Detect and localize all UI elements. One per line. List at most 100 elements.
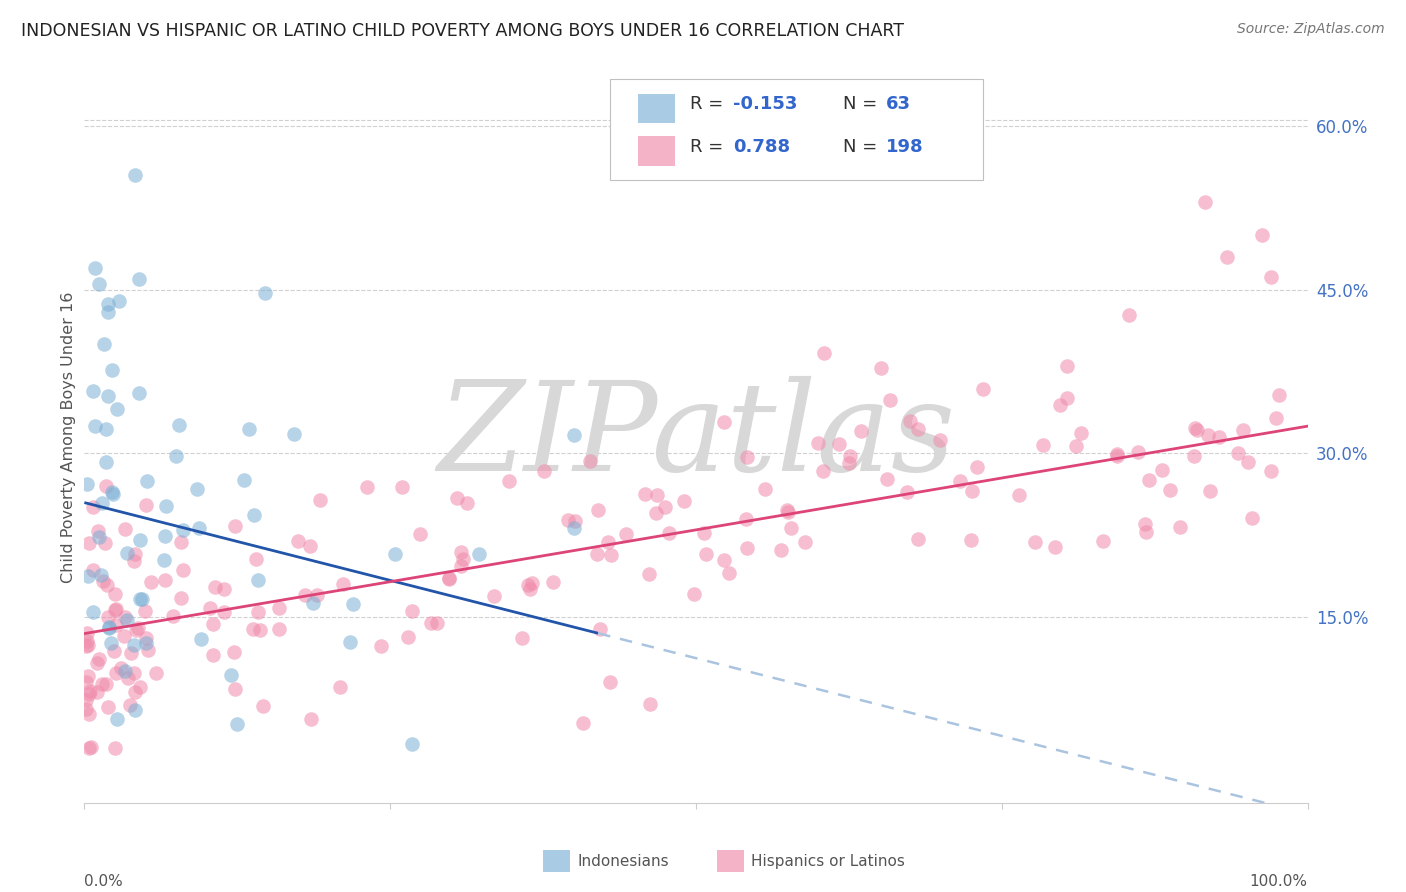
Point: [1133, 516, 1156, 531]
Point: [450, 545, 472, 559]
Point: [224, 519, 246, 533]
Point: [647, 488, 669, 502]
Text: 0.0%: 0.0%: [84, 874, 124, 888]
Point: [124, 547, 146, 561]
Point: [155, 528, 177, 542]
Point: [90, 676, 112, 690]
Point: [960, 533, 983, 547]
Point: [124, 554, 146, 568]
Point: [1260, 464, 1282, 478]
Point: [637, 567, 659, 582]
Point: [1092, 533, 1115, 548]
Point: [214, 582, 236, 596]
Point: [562, 520, 585, 534]
Point: [75, 693, 97, 707]
Point: [190, 632, 212, 646]
Point: [1264, 411, 1286, 425]
Point: [105, 617, 128, 632]
Point: [226, 717, 249, 731]
Point: [105, 601, 128, 615]
Point: [75, 674, 97, 689]
Point: [117, 546, 139, 560]
Point: [498, 475, 520, 489]
Point: [811, 464, 834, 478]
Point: [97, 389, 120, 403]
Point: [82, 606, 104, 620]
Point: [124, 168, 146, 182]
Point: [302, 596, 325, 610]
Text: N =: N =: [842, 137, 883, 156]
Point: [125, 624, 148, 638]
Point: [135, 636, 157, 650]
Point: [202, 648, 225, 662]
Text: -0.153: -0.153: [733, 95, 797, 112]
Point: [86, 684, 108, 698]
Point: [370, 640, 392, 654]
Point: [1056, 359, 1078, 373]
Point: [439, 572, 461, 586]
Point: [1137, 473, 1160, 487]
Point: [97, 296, 120, 310]
Point: [1032, 438, 1054, 452]
Point: [638, 697, 661, 711]
Point: [172, 523, 194, 537]
Point: [128, 591, 150, 606]
Point: [97, 610, 120, 624]
Point: [562, 427, 585, 442]
Point: [79, 706, 101, 721]
Point: [115, 613, 138, 627]
Point: [105, 713, 128, 727]
Text: N =: N =: [842, 95, 883, 112]
Point: [84, 419, 107, 434]
Point: [1182, 449, 1205, 463]
Point: [165, 449, 187, 463]
Point: [87, 524, 110, 538]
Point: [283, 426, 305, 441]
Point: [104, 587, 127, 601]
Point: [683, 587, 706, 601]
Point: [75, 640, 97, 654]
Point: [219, 667, 242, 681]
Point: [101, 363, 124, 377]
Bar: [717, 850, 744, 872]
Point: [1216, 250, 1239, 264]
Point: [520, 576, 543, 591]
Point: [876, 472, 898, 486]
Point: [1168, 520, 1191, 534]
Point: [76, 634, 98, 648]
Point: [1105, 447, 1128, 461]
Point: [249, 623, 271, 637]
Point: [90, 567, 112, 582]
FancyBboxPatch shape: [610, 79, 983, 179]
Point: [188, 521, 211, 535]
Point: [267, 622, 290, 636]
Point: [599, 549, 621, 563]
Point: [86, 656, 108, 670]
Point: [966, 459, 988, 474]
Point: [409, 527, 432, 541]
Text: Source: ZipAtlas.com: Source: ZipAtlas.com: [1237, 22, 1385, 37]
Point: [104, 741, 127, 756]
Point: [693, 525, 716, 540]
Point: [391, 480, 413, 494]
Point: [585, 548, 607, 562]
Point: [204, 580, 226, 594]
Point: [879, 393, 901, 408]
Point: [1199, 484, 1222, 499]
Point: [614, 526, 637, 541]
Point: [153, 573, 176, 587]
Point: [246, 605, 269, 619]
Point: [134, 604, 156, 618]
Point: [1268, 387, 1291, 401]
Point: [717, 566, 740, 580]
Point: [776, 505, 799, 519]
Point: [93, 535, 115, 549]
Point: [238, 422, 260, 436]
Point: [110, 661, 132, 675]
Text: R =: R =: [690, 95, 728, 112]
Text: ZIPatlas: ZIPatlas: [437, 376, 955, 498]
Point: [104, 665, 127, 680]
Point: [294, 588, 316, 602]
Point: [384, 547, 406, 561]
Point: [828, 437, 851, 451]
